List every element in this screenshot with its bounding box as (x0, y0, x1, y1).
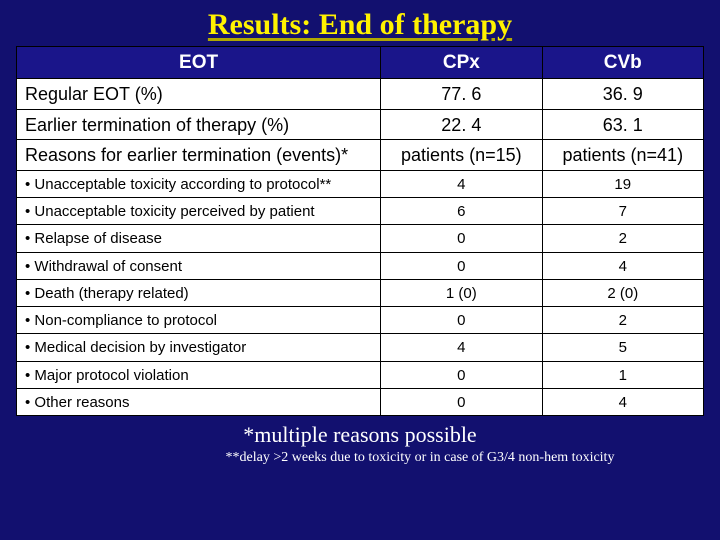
table-row: • Unacceptable toxicity according to pro… (17, 170, 704, 197)
footnote-1: *multiple reasons possible (16, 422, 704, 448)
row-cvb: 63. 1 (542, 109, 703, 140)
row-label: • Withdrawal of consent (17, 252, 381, 279)
row-cpx: 4 (381, 334, 542, 361)
row-cvb: 4 (542, 388, 703, 415)
row-cpx: 4 (381, 170, 542, 197)
row-cvb: 2 (0) (542, 279, 703, 306)
row-label: • Unacceptable toxicity according to pro… (17, 170, 381, 197)
table-row: • Non-compliance to protocol 0 2 (17, 307, 704, 334)
table-row: • Unacceptable toxicity perceived by pat… (17, 198, 704, 225)
col-header-eot: EOT (17, 47, 381, 79)
row-label: • Death (therapy related) (17, 279, 381, 306)
row-cvb: 2 (542, 307, 703, 334)
subheader-label: Reasons for earlier termination (events)… (17, 140, 381, 171)
slide-title: Results: End of therapy (16, 8, 704, 42)
row-label: • Other reasons (17, 388, 381, 415)
row-label: • Major protocol violation (17, 361, 381, 388)
row-label: • Medical decision by investigator (17, 334, 381, 361)
row-cvb: 4 (542, 252, 703, 279)
table-row: • Medical decision by investigator 4 5 (17, 334, 704, 361)
row-cpx: 6 (381, 198, 542, 225)
subheader-cpx: patients (n=15) (381, 140, 542, 171)
table-row: • Other reasons 0 4 (17, 388, 704, 415)
row-label: Regular EOT (%) (17, 78, 381, 109)
row-label: • Relapse of disease (17, 225, 381, 252)
table-row: • Relapse of disease 0 2 (17, 225, 704, 252)
col-header-cvb: CVb (542, 47, 703, 79)
table-row: • Major protocol violation 0 1 (17, 361, 704, 388)
row-cvb: 5 (542, 334, 703, 361)
table-row: Earlier termination of therapy (%) 22. 4… (17, 109, 704, 140)
footnotes: *multiple reasons possible **delay >2 we… (16, 422, 704, 466)
row-cvb: 1 (542, 361, 703, 388)
row-cvb: 36. 9 (542, 78, 703, 109)
row-cvb: 7 (542, 198, 703, 225)
table-row: Regular EOT (%) 77. 6 36. 9 (17, 78, 704, 109)
row-label: • Non-compliance to protocol (17, 307, 381, 334)
subheader-row: Reasons for earlier termination (events)… (17, 140, 704, 171)
table-row: • Death (therapy related) 1 (0) 2 (0) (17, 279, 704, 306)
row-cpx: 77. 6 (381, 78, 542, 109)
row-cpx: 0 (381, 388, 542, 415)
row-cpx: 0 (381, 307, 542, 334)
subheader-cvb: patients (n=41) (542, 140, 703, 171)
row-label: • Unacceptable toxicity perceived by pat… (17, 198, 381, 225)
row-cpx: 0 (381, 361, 542, 388)
row-cvb: 2 (542, 225, 703, 252)
row-cvb: 19 (542, 170, 703, 197)
col-header-cpx: CPx (381, 47, 542, 79)
slide: Results: End of therapy EOT CPx CVb Regu… (0, 0, 720, 540)
row-cpx: 0 (381, 252, 542, 279)
row-cpx: 22. 4 (381, 109, 542, 140)
table-row: • Withdrawal of consent 0 4 (17, 252, 704, 279)
table-header-row: EOT CPx CVb (17, 47, 704, 79)
footnote-2: **delay >2 weeks due to toxicity or in c… (16, 450, 704, 466)
row-cpx: 1 (0) (381, 279, 542, 306)
row-cpx: 0 (381, 225, 542, 252)
row-label: Earlier termination of therapy (%) (17, 109, 381, 140)
results-table: EOT CPx CVb Regular EOT (%) 77. 6 36. 9 … (16, 46, 704, 416)
